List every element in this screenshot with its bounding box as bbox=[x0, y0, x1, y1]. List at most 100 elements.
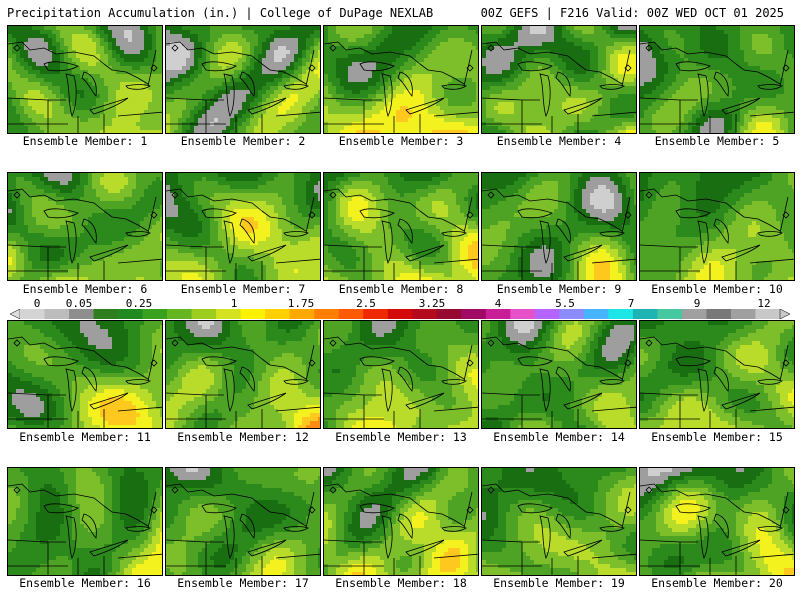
colorbar-tick-label: 0.05 bbox=[66, 297, 93, 310]
colorbar-segment bbox=[632, 309, 658, 319]
ensemble-member-label: Ensemble Member: 7 bbox=[163, 282, 323, 296]
precip-map-graphic bbox=[640, 321, 794, 428]
colorbar-segment bbox=[338, 309, 364, 319]
ensemble-member-label: Ensemble Member: 13 bbox=[321, 430, 481, 444]
ensemble-member-map bbox=[323, 25, 479, 134]
ensemble-member-label: Ensemble Member: 8 bbox=[321, 282, 481, 296]
precip-map-graphic bbox=[640, 173, 794, 280]
precip-map-graphic bbox=[640, 26, 794, 133]
colorbar-segment bbox=[608, 309, 634, 319]
colorbar-segment bbox=[240, 309, 266, 319]
ensemble-member-map bbox=[7, 172, 163, 281]
colorbar-segment bbox=[485, 309, 511, 319]
colorbar-tick-label: 3.25 bbox=[419, 297, 446, 310]
precip-map-graphic bbox=[482, 26, 636, 133]
precip-map-graphic bbox=[640, 468, 794, 575]
ensemble-member-label: Ensemble Member: 18 bbox=[321, 576, 481, 590]
ensemble-member-map bbox=[323, 467, 479, 576]
colorbar-tick-label: 1.75 bbox=[288, 297, 315, 310]
precip-map-graphic bbox=[8, 173, 162, 280]
ensemble-member-map bbox=[639, 172, 795, 281]
ensemble-member-label: Ensemble Member: 11 bbox=[5, 430, 165, 444]
precip-map-graphic bbox=[166, 26, 320, 133]
colorbar-segment bbox=[583, 309, 609, 319]
colorbar-segment bbox=[69, 309, 94, 319]
ensemble-member-label: Ensemble Member: 19 bbox=[479, 576, 639, 590]
colorbar-segment bbox=[681, 309, 707, 319]
ensemble-member-map bbox=[165, 172, 321, 281]
precip-map-graphic bbox=[8, 321, 162, 428]
colorbar-segment bbox=[363, 309, 389, 319]
colorbar-segment bbox=[142, 309, 168, 319]
colorbar-segment bbox=[534, 309, 560, 319]
colorbar-tick-labels: 0 0.05 0.25 1 1.75 2.5 3.25 4 5.5 7 9 12 bbox=[0, 297, 800, 311]
ensemble-member-label: Ensemble Member: 15 bbox=[637, 430, 797, 444]
colorbar-segment bbox=[510, 309, 536, 319]
colorbar-segment bbox=[559, 309, 585, 319]
colorbar-segment bbox=[20, 309, 45, 319]
colorbar-segment bbox=[44, 309, 70, 319]
ensemble-member-label: Ensemble Member: 5 bbox=[637, 134, 797, 148]
colorbar-segment bbox=[387, 309, 413, 319]
colorbar-segment bbox=[436, 309, 462, 319]
ensemble-member-map bbox=[639, 320, 795, 429]
ensemble-member-map bbox=[165, 25, 321, 134]
precip-map-graphic bbox=[166, 321, 320, 428]
colorbar-segment bbox=[755, 309, 781, 319]
colorbar-segment bbox=[412, 309, 438, 319]
precip-map-graphic bbox=[482, 321, 636, 428]
colorbar-tick-label: 2.5 bbox=[356, 297, 376, 310]
ensemble-member-label: Ensemble Member: 16 bbox=[5, 576, 165, 590]
colorbar-segment bbox=[461, 309, 487, 319]
colorbar-tick-label: 4 bbox=[495, 297, 502, 310]
map-title: Precipitation Accumulation (in.) | Colle… bbox=[7, 6, 433, 20]
colorbar-segment bbox=[265, 309, 290, 319]
precip-map-graphic bbox=[8, 468, 162, 575]
colorbar-tick-label: 12 bbox=[757, 297, 770, 310]
colorbar-segment bbox=[167, 309, 192, 319]
precip-map-graphic bbox=[482, 468, 636, 575]
precip-map-graphic bbox=[324, 468, 478, 575]
ensemble-member-label: Ensemble Member: 2 bbox=[163, 134, 323, 148]
ensemble-member-map bbox=[323, 320, 479, 429]
ensemble-member-label: Ensemble Member: 1 bbox=[5, 134, 165, 148]
colorbar-tick-label: 9 bbox=[694, 297, 701, 310]
precip-map-graphic bbox=[166, 468, 320, 575]
colorbar-segment bbox=[191, 309, 217, 319]
ensemble-member-label: Ensemble Member: 20 bbox=[637, 576, 797, 590]
ensemble-member-label: Ensemble Member: 12 bbox=[163, 430, 323, 444]
colorbar-tick-label: 5.5 bbox=[555, 297, 575, 310]
ensemble-member-map bbox=[7, 467, 163, 576]
precip-map-graphic bbox=[166, 173, 320, 280]
precip-colorbar bbox=[10, 309, 790, 319]
ensemble-member-map bbox=[639, 467, 795, 576]
colorbar-tick-label: 0 bbox=[34, 297, 41, 310]
colorbar-min-arrow bbox=[10, 309, 21, 319]
ensemble-member-label: Ensemble Member: 9 bbox=[479, 282, 639, 296]
colorbar-segment bbox=[657, 309, 683, 319]
precip-map-graphic bbox=[8, 26, 162, 133]
precip-map-graphic bbox=[324, 321, 478, 428]
ensemble-member-label: Ensemble Member: 17 bbox=[163, 576, 323, 590]
colorbar-segment bbox=[289, 309, 315, 319]
ensemble-member-map bbox=[7, 25, 163, 134]
ensemble-member-label: Ensemble Member: 4 bbox=[479, 134, 639, 148]
precip-map-graphic bbox=[482, 173, 636, 280]
colorbar-segment bbox=[93, 309, 119, 319]
ensemble-member-map bbox=[165, 467, 321, 576]
colorbar-tick-label: 0.25 bbox=[126, 297, 153, 310]
colorbar-segment bbox=[706, 309, 732, 319]
ensemble-member-label: Ensemble Member: 14 bbox=[479, 430, 639, 444]
ensemble-member-label: Ensemble Member: 6 bbox=[5, 282, 165, 296]
precip-map-graphic bbox=[324, 173, 478, 280]
ensemble-member-map bbox=[481, 320, 637, 429]
colorbar-tick-label: 1 bbox=[231, 297, 238, 310]
ensemble-member-map bbox=[165, 320, 321, 429]
ensemble-member-map bbox=[481, 25, 637, 134]
colorbar-segment bbox=[314, 309, 340, 319]
ensemble-member-map bbox=[481, 172, 637, 281]
colorbar-segment bbox=[118, 309, 143, 319]
ensemble-member-map bbox=[7, 320, 163, 429]
colorbar-segment bbox=[730, 309, 756, 319]
colorbar-tick-label: 7 bbox=[628, 297, 635, 310]
